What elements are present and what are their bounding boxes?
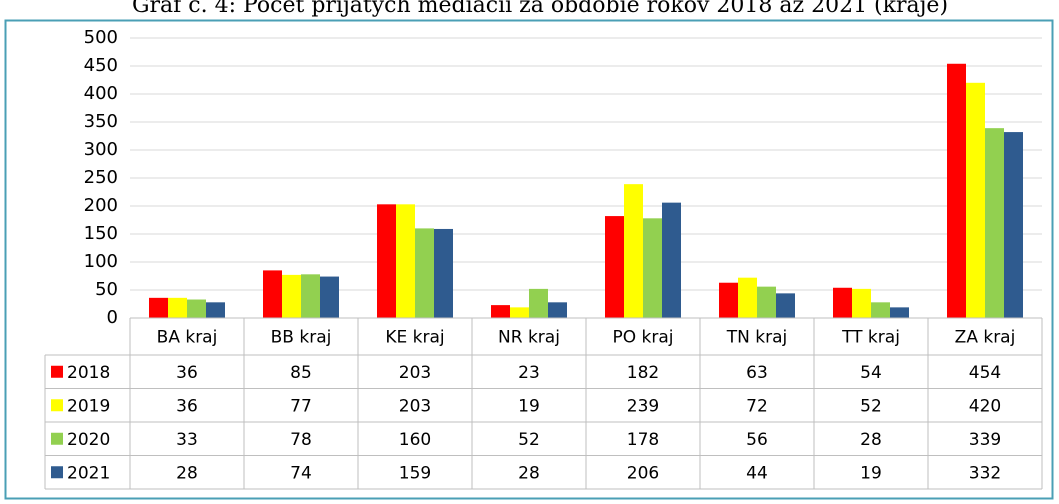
y-tick-label: 200 [84, 195, 118, 216]
bar [377, 204, 396, 318]
bar [890, 307, 909, 318]
x-tick-label: BA kraj [157, 328, 218, 348]
table-value: 23 [518, 363, 540, 383]
table-value: 339 [969, 430, 1001, 450]
table-value: 36 [176, 363, 198, 383]
bar [206, 302, 225, 318]
table-value: 28 [176, 463, 198, 483]
table-value: 52 [518, 430, 540, 450]
table-value: 63 [746, 363, 768, 383]
table-value: 332 [969, 463, 1001, 483]
bar [1004, 132, 1023, 318]
legend-label: 2020 [67, 430, 110, 450]
bar [662, 202, 681, 318]
table-value: 85 [290, 363, 312, 383]
table-value: 77 [290, 396, 312, 416]
bar [624, 184, 643, 318]
bar [510, 307, 529, 318]
y-tick-label: 350 [84, 111, 118, 132]
y-tick-label: 400 [84, 83, 118, 104]
legend-label: 2021 [67, 463, 110, 483]
bar [187, 299, 206, 318]
legend-swatch [51, 432, 63, 445]
legend-label: 2018 [67, 363, 110, 383]
y-tick-label: 450 [84, 55, 118, 76]
bar [415, 228, 434, 318]
table-value: 203 [399, 396, 431, 416]
y-tick-label: 150 [84, 223, 118, 244]
table-value: 52 [860, 396, 882, 416]
bar [719, 282, 738, 318]
bar [852, 288, 871, 318]
bar [833, 287, 852, 318]
table-value: 203 [399, 363, 431, 383]
x-tick-label: BB kraj [271, 328, 332, 348]
bar [434, 228, 453, 318]
bar [605, 216, 624, 318]
bar [491, 305, 510, 318]
table-value: 28 [860, 430, 882, 450]
table-value: 239 [627, 396, 659, 416]
bar [529, 288, 548, 318]
bar [966, 82, 985, 318]
x-tick-label: NR kraj [498, 328, 560, 348]
bar [149, 297, 168, 318]
bar [263, 270, 282, 318]
bar [320, 276, 339, 318]
bar [396, 204, 415, 318]
x-tick-label: TN kraj [726, 328, 787, 348]
table-value: 56 [746, 430, 768, 450]
table-value: 54 [860, 363, 882, 383]
table-value: 160 [399, 430, 431, 450]
x-tick-label: TT kraj [841, 328, 900, 348]
bar [282, 274, 301, 318]
bar [871, 302, 890, 318]
table-value: 33 [176, 430, 198, 450]
table-value: 178 [627, 430, 659, 450]
table-value: 420 [969, 396, 1001, 416]
table-value: 78 [290, 430, 312, 450]
table-value: 159 [399, 463, 431, 483]
y-tick-label: 0 [107, 307, 118, 328]
legend-swatch [51, 365, 63, 378]
legend-label: 2019 [67, 396, 110, 416]
y-tick-label: 100 [84, 251, 118, 272]
chart-title: Graf č. 4: Počet prijatých mediácií za o… [132, 0, 948, 18]
table-value: 44 [746, 463, 768, 483]
table-value: 28 [518, 463, 540, 483]
bar [738, 277, 757, 318]
x-tick-label: PO kraj [612, 328, 673, 348]
chart-frame [4, 19, 1054, 500]
legend-swatch [51, 466, 63, 479]
bar [947, 63, 966, 319]
bar [757, 286, 776, 318]
y-tick-label: 500 [84, 27, 118, 48]
bar [985, 128, 1004, 318]
table-value: 454 [969, 363, 1001, 383]
y-tick-label: 50 [95, 279, 118, 300]
legend-swatch [51, 399, 63, 412]
bar [548, 302, 567, 318]
bar [643, 218, 662, 318]
bar [168, 297, 187, 318]
x-tick-label: ZA kraj [955, 328, 1016, 348]
x-tick-label: KE kraj [385, 328, 444, 348]
table-value: 206 [627, 463, 659, 483]
table-value: 182 [627, 363, 659, 383]
table-value: 74 [290, 463, 312, 483]
table-value: 19 [518, 396, 540, 416]
y-tick-label: 300 [84, 139, 118, 160]
table-value: 36 [176, 396, 198, 416]
y-tick-label: 250 [84, 167, 118, 188]
table-value: 72 [746, 396, 768, 416]
table-value: 19 [860, 463, 882, 483]
bar [301, 274, 320, 318]
bar [776, 293, 795, 318]
